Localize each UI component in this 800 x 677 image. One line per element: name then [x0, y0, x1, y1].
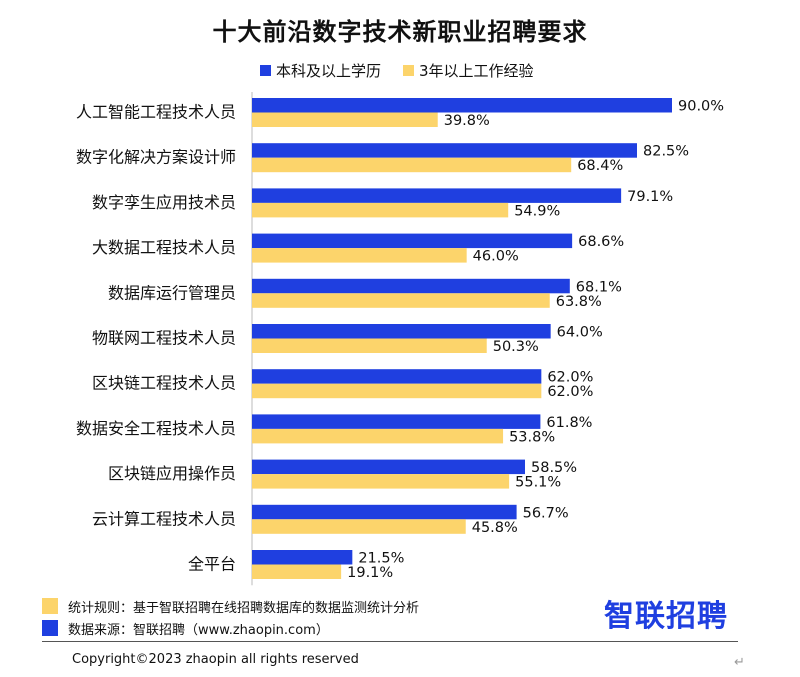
value-label-degree: 90.0% — [678, 99, 724, 115]
value-label-experience: 39.8% — [444, 113, 490, 129]
bar-experience — [252, 474, 510, 489]
value-label-experience: 55.1% — [515, 475, 561, 491]
legend-item-degree: 本科及以上学历 — [260, 60, 381, 81]
bar-degree — [252, 369, 542, 384]
value-label-degree: 21.5% — [358, 551, 404, 567]
bar-degree — [252, 324, 551, 339]
bar-experience — [252, 383, 542, 399]
category-label: 数据库运行管理员 — [108, 283, 236, 302]
bar-degree — [252, 233, 573, 249]
value-label-degree: 82.5% — [643, 144, 689, 160]
value-label-experience: 45.8% — [472, 520, 518, 536]
bar-degree — [252, 504, 517, 520]
legend-label-experience: 3年以上工作经验 — [419, 62, 534, 80]
bar-experience — [252, 564, 342, 579]
category-label: 区块链工程技术人员 — [92, 374, 236, 393]
legend: 本科及以上学历 3年以上工作经验 — [260, 60, 556, 81]
value-label-degree: 64.0% — [557, 325, 603, 341]
category-label: 人工智能工程技术人员 — [76, 103, 236, 122]
bar-experience — [252, 248, 467, 263]
chart-title: 十大前沿数字技术新职业招聘要求 — [212, 18, 588, 46]
brand-logo: 智联招聘 — [604, 599, 728, 634]
value-label-experience: 54.9% — [514, 203, 560, 219]
bar-experience — [252, 202, 509, 218]
note-source: 数据来源：智联招聘（www.zhaopin.com） — [42, 617, 419, 639]
legend-swatch-experience — [403, 65, 415, 76]
note-rule: 统计规则：基于智联招聘在线招聘数据库的数据监测统计分析 — [42, 595, 419, 617]
bar-experience — [252, 293, 550, 308]
legend-label-degree: 本科及以上学历 — [276, 62, 382, 80]
return-icon: ↵ — [734, 655, 745, 670]
category-label: 数字孪生应用技术员 — [92, 193, 236, 212]
legend-item-experience: 3年以上工作经验 — [403, 60, 534, 81]
note-swatch-blue — [42, 620, 58, 636]
value-label-experience: 62.0% — [547, 384, 593, 400]
value-label-experience: 46.0% — [473, 249, 519, 265]
category-label: 大数据工程技术人员 — [92, 238, 236, 257]
legend-swatch-degree — [260, 65, 271, 76]
note-rule-text: 统计规则：基于智联招聘在线招聘数据库的数据监测统计分析 — [68, 600, 420, 616]
value-label-experience: 68.4% — [577, 158, 623, 174]
category-label: 全平台 — [188, 555, 236, 574]
value-label-degree: 62.0% — [547, 370, 593, 386]
value-label-experience: 53.8% — [509, 429, 555, 445]
footer-divider — [42, 641, 738, 642]
value-label-degree: 56.7% — [523, 505, 569, 521]
category-label: 区块链应用操作员 — [108, 464, 236, 483]
bar-experience — [252, 157, 572, 173]
bar-degree — [252, 414, 541, 429]
value-label-degree: 61.8% — [546, 415, 592, 431]
note-swatch-yellow — [42, 598, 58, 614]
bar-experience — [252, 519, 466, 534]
value-label-experience: 63.8% — [556, 294, 602, 310]
value-label-degree: 68.6% — [578, 234, 624, 250]
bar-degree — [252, 143, 637, 158]
category-label: 数字化解决方案设计师 — [76, 148, 236, 167]
footer-notes: 统计规则：基于智联招聘在线招聘数据库的数据监测统计分析 数据来源：智联招聘（ww… — [42, 595, 419, 639]
value-label-degree: 58.5% — [531, 460, 577, 476]
bar-experience — [252, 338, 487, 353]
bar-degree — [252, 98, 672, 113]
value-label-degree: 79.1% — [627, 189, 673, 205]
bar-degree — [252, 278, 570, 294]
category-label: 云计算工程技术人员 — [92, 509, 236, 528]
value-label-degree: 68.1% — [576, 279, 622, 295]
value-label-experience: 19.1% — [347, 565, 393, 581]
bar-experience — [252, 112, 438, 127]
value-label-experience: 50.3% — [493, 339, 539, 355]
bar-degree — [252, 188, 622, 203]
bar-degree — [252, 459, 525, 475]
category-label: 数据安全工程技术人员 — [76, 419, 236, 438]
copyright-text: Copyright©2023 zhaopin all rights reserv… — [72, 652, 359, 667]
bar-experience — [252, 428, 504, 444]
category-label: 物联网工程技术人员 — [92, 329, 236, 348]
bar-chart: 人工智能工程技术人员 90.0% 39.8% 数字化解决方案设计师 82.5% 68.4%… — [76, 92, 724, 586]
bar-degree — [252, 550, 353, 565]
note-source-text: 数据来源：智联招聘（www.zhaopin.com） — [68, 622, 329, 638]
